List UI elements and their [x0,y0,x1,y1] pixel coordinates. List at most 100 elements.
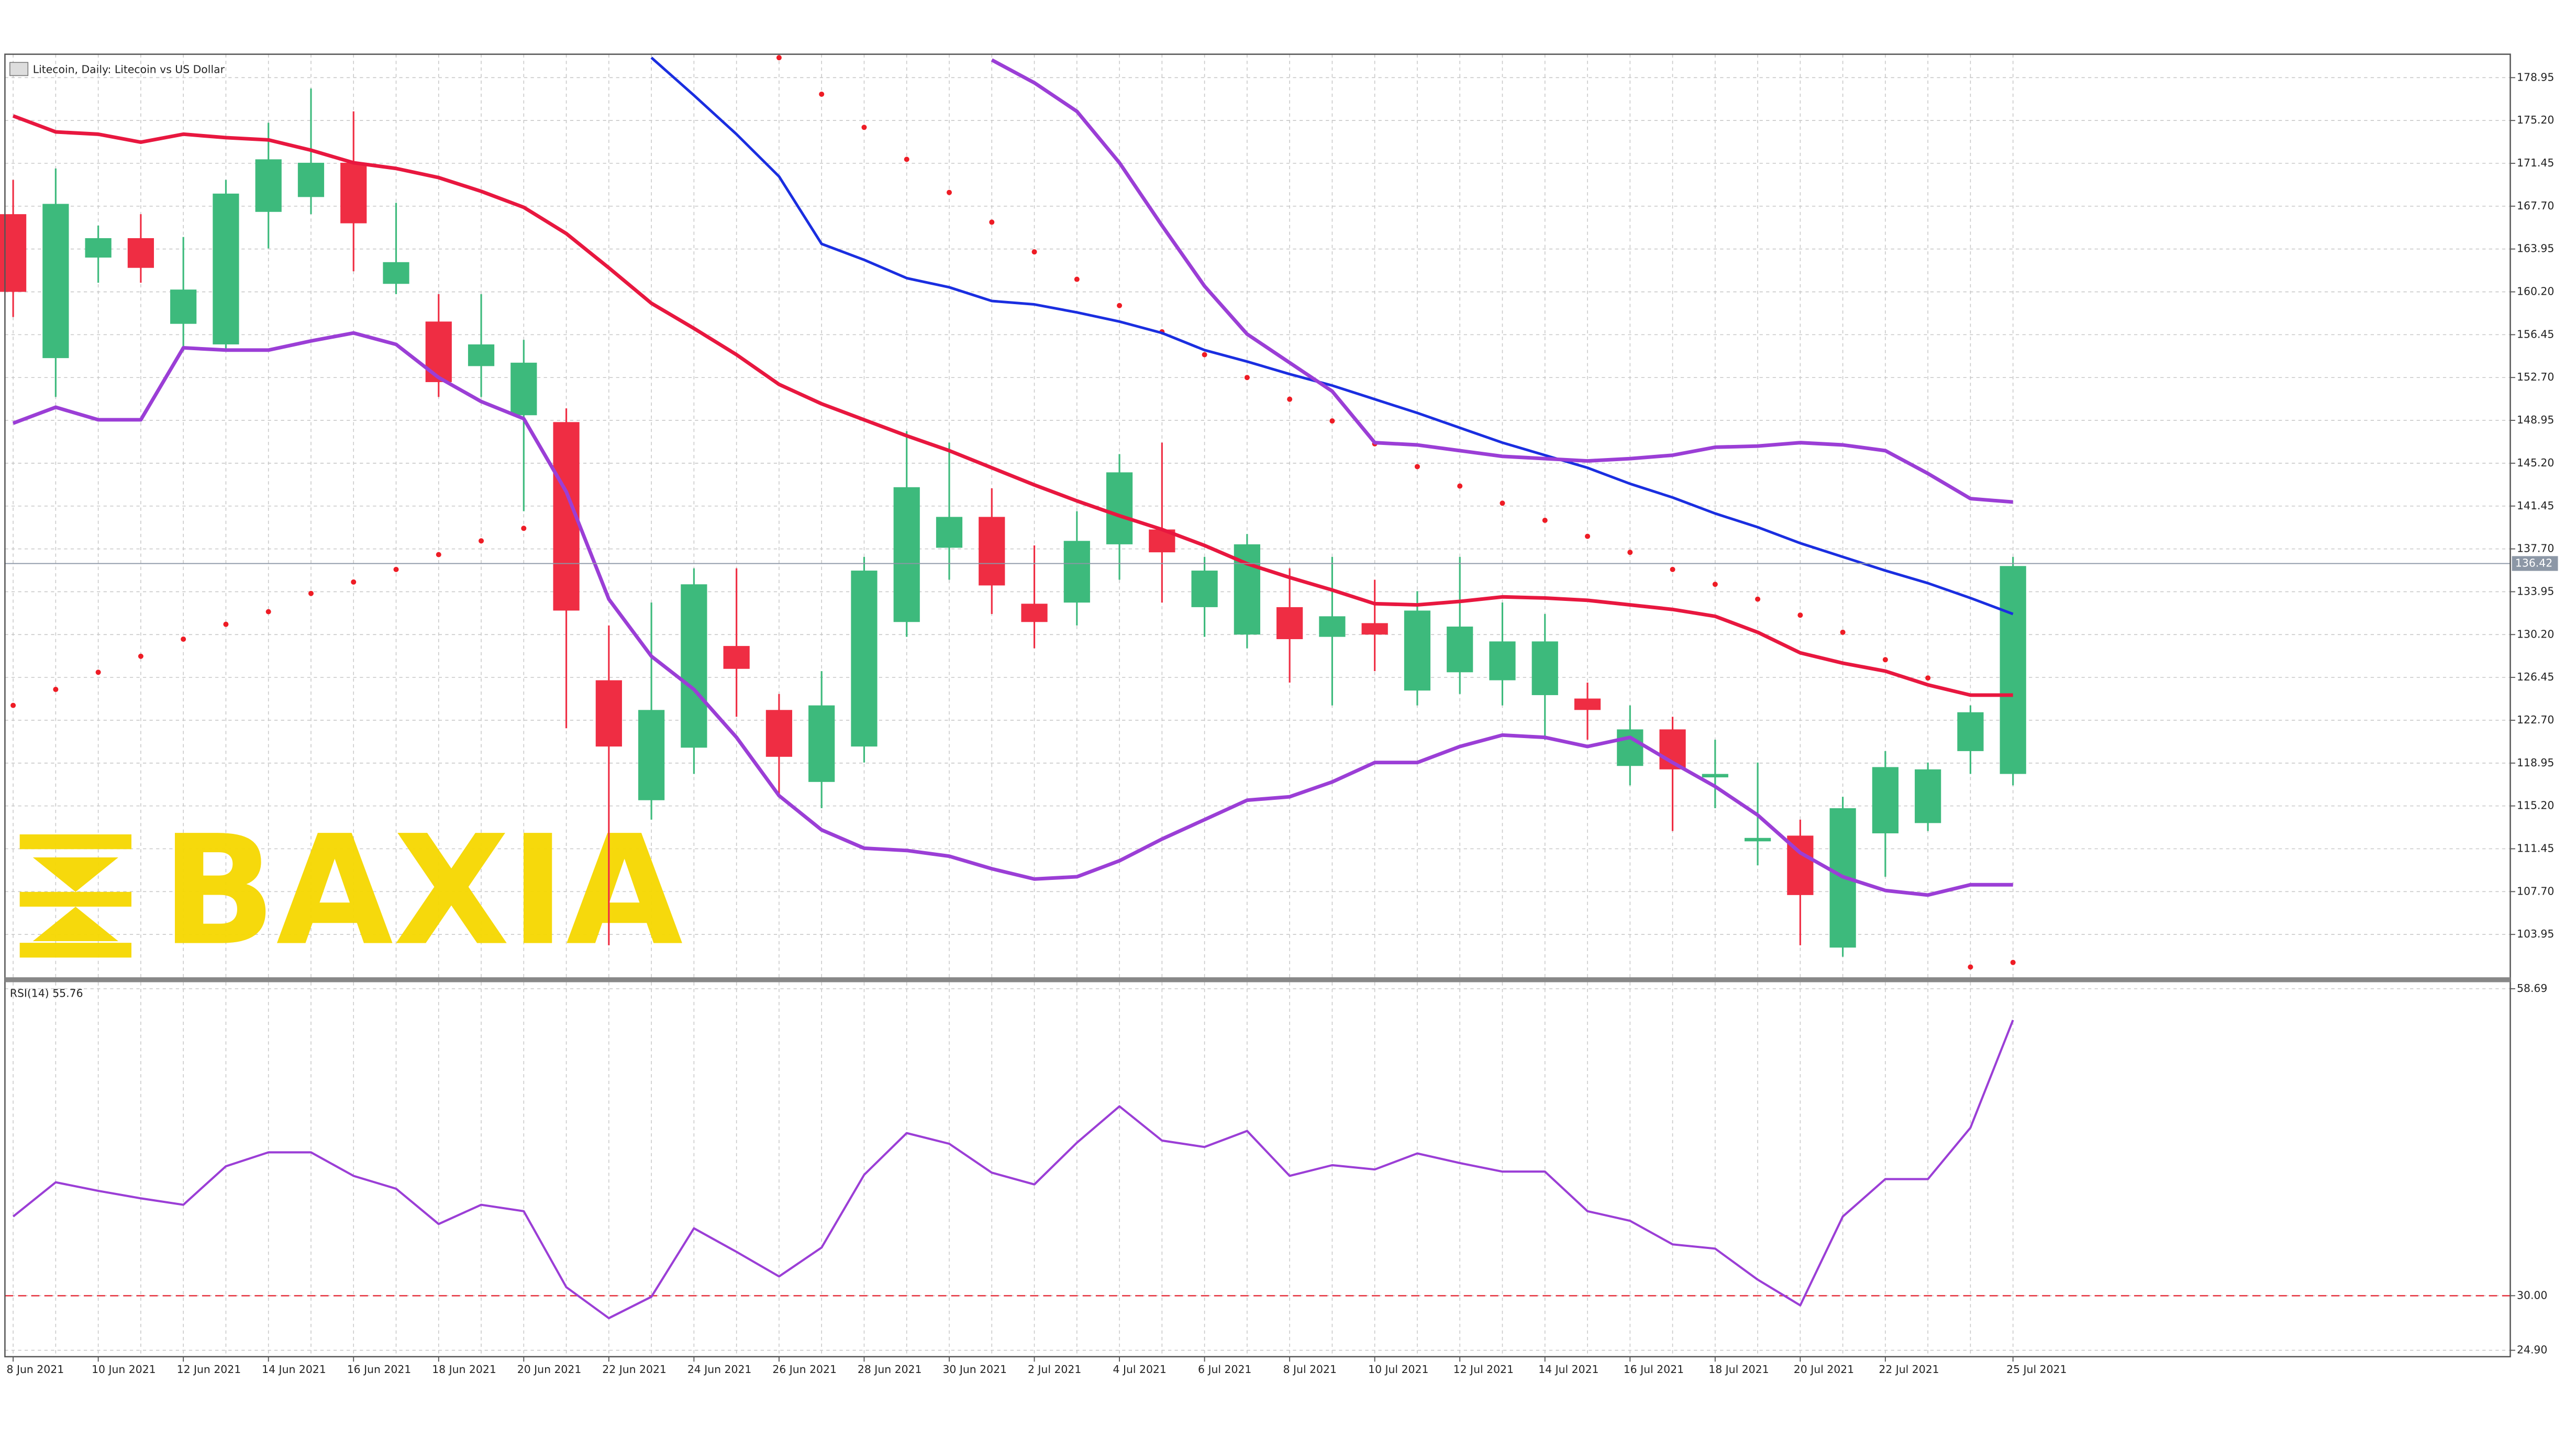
indicator-line [650,57,2014,616]
y-tick-label: 175.20 [2517,114,2554,126]
candle-body [1915,769,1941,823]
y-tick-label: 107.70 [2517,885,2554,897]
candle-body [85,238,112,258]
y-tick-label: 156.45 [2517,328,2554,340]
indicator-line [991,58,2013,504]
x-tick-label: 30 Jun 2021 [942,1363,1007,1376]
sar-dot [1627,550,1633,555]
candle-body [1702,774,1728,778]
candle-body [681,584,707,748]
x-tick-label: 16 Jul 2021 [1624,1363,1684,1376]
sar-dot [946,189,952,195]
sar-dot [223,621,229,627]
sar-dot [1670,566,1675,572]
y-tick-label: 118.95 [2517,756,2554,769]
watermark-logo [19,834,132,958]
x-tick-label: 8 Jul 2021 [1283,1363,1337,1376]
y-tick-label: 133.95 [2517,585,2554,597]
candle-body [170,289,197,324]
x-tick-label: 12 Jun 2021 [177,1363,241,1376]
candle-body [765,710,793,757]
y-tick-label: 163.95 [2517,242,2554,255]
candle-body [1319,616,1346,637]
x-tick-label: 14 Jun 2021 [262,1363,326,1376]
sar-dot [1074,276,1080,282]
x-tick-label: 16 Jun 2021 [347,1363,412,1376]
sar-dot [393,566,399,572]
sar-dot [1031,249,1037,255]
candle-body [1872,767,1898,834]
y-tick-label: 148.95 [2517,414,2554,426]
x-tick-label: 12 Jul 2021 [1453,1363,1514,1376]
candle-body [213,193,239,344]
chart-title: Litecoin, Daily: Litecoin vs US Dollar [33,63,225,75]
x-tick-label: 14 Jul 2021 [1538,1363,1598,1376]
sar-dot [1584,533,1591,539]
candle-body [425,321,452,382]
sar-dot [1755,596,1761,602]
candle-body [297,162,325,197]
x-tick-label: 28 Jun 2021 [858,1363,922,1376]
candle-body [1021,604,1048,622]
candle-body [893,487,920,622]
candle-body [255,159,282,212]
y-tick-label: 24.90 [2517,1344,2547,1356]
candle-body [468,344,495,366]
sar-dot [1244,375,1250,381]
candle-body [1489,641,1516,680]
y-tick-label: 115.20 [2517,799,2554,812]
sar-dot [10,702,16,708]
candle-body [595,680,622,747]
sar-dot [1414,464,1420,470]
candle-body [1531,641,1558,695]
sar-dot [1968,964,1973,970]
sar-dot [1925,675,1931,681]
sar-dot [436,552,441,557]
candle-body [1106,472,1133,544]
y-tick-label: 171.45 [2517,157,2554,169]
candle-body [1276,607,1303,640]
candle-body [1447,627,1473,673]
candle-body [510,362,537,416]
frame [4,53,2511,1358]
candle-body [1361,623,1388,635]
y-tick-label: 111.45 [2517,842,2554,854]
candle-body [1063,541,1090,603]
symbol-icon [9,62,29,76]
sar-dot [1797,612,1803,618]
candle-body [1617,729,1644,766]
sar-dot [1202,352,1207,358]
sar-dot [53,687,59,693]
sar-dot [861,125,867,130]
y-tick-label: 137.70 [2517,542,2554,555]
y-tick-label: 130.20 [2517,628,2554,640]
sar-dot [95,669,101,675]
x-tick-label: 4 Jul 2021 [1113,1363,1167,1376]
candle-body [0,214,27,292]
candle-body [638,710,665,800]
y-tick-label: 160.20 [2517,285,2554,298]
sar-dot [2010,959,2016,965]
sar-dot [989,219,995,225]
y-tick-label: 145.20 [2517,456,2554,469]
indicator-line [12,1020,2014,1320]
sar-dot [351,579,357,585]
y-tick-label: 58.69 [2517,982,2547,995]
indicator-line [12,331,2013,897]
x-tick-label: 22 Jun 2021 [602,1363,667,1376]
watermark-text: BAXIA [161,803,684,979]
last-price-box [2512,556,2558,571]
sar-dot [819,91,825,97]
sar-dot [776,55,782,61]
candle-body [808,705,835,782]
candle-body [851,571,878,747]
candle-body [1744,838,1771,842]
rsi-title: RSI(14) 55.76 [10,987,83,999]
candle-body [723,646,750,669]
y-tick-label: 122.70 [2517,713,2554,726]
x-tick-label: 8 Jun 2021 [7,1363,64,1376]
sar-dot [479,538,484,544]
sar-dot [1500,500,1505,506]
sar-dot [138,653,143,659]
